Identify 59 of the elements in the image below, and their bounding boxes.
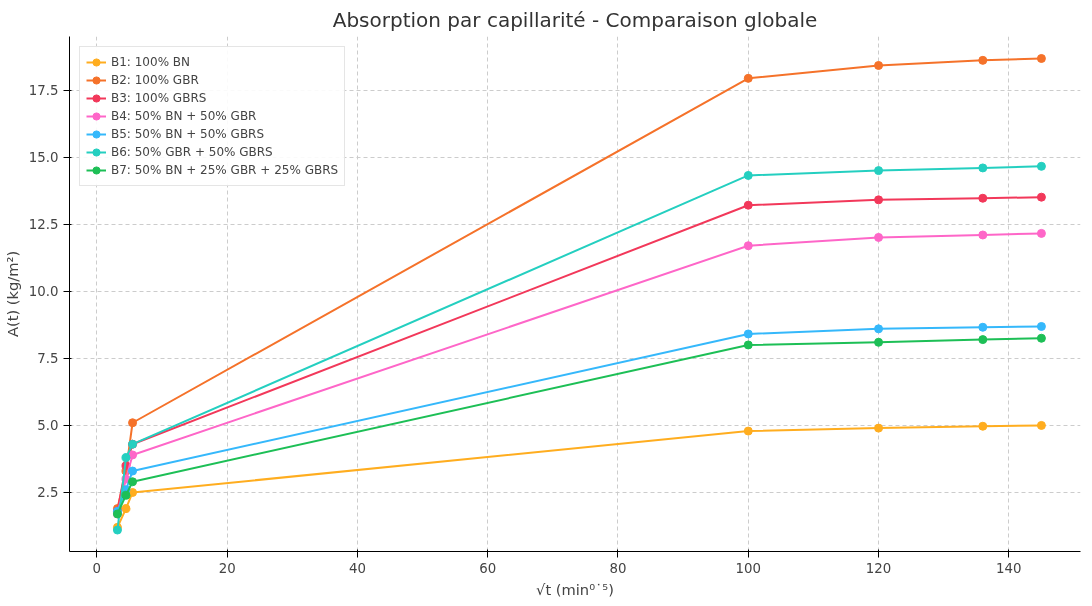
legend-label: B2: 100% GBR [111, 73, 199, 87]
y-tick-label: 2.5 [37, 485, 59, 501]
chart-title: Absorption par capillarité - Comparaison globale [332, 7, 818, 32]
point [128, 477, 138, 487]
point [978, 55, 988, 65]
legend-label: B1: 100% BN [111, 55, 191, 69]
point [874, 337, 884, 347]
point [743, 329, 753, 339]
point [1036, 54, 1046, 63]
point [743, 73, 753, 83]
x-axis-title: √t (min⁰˙⁵) [536, 580, 614, 598]
x-tick-label: 0 [92, 560, 102, 576]
point [1036, 228, 1046, 238]
point [1036, 333, 1046, 343]
point [874, 166, 884, 176]
x-tick-label: 60 [479, 560, 497, 576]
point [978, 421, 988, 431]
y-tick-label: 7.5 [37, 351, 59, 367]
x-tick-label: 100 [735, 560, 762, 576]
point [1036, 321, 1046, 331]
point [874, 195, 884, 205]
point [978, 163, 988, 173]
point [128, 418, 138, 428]
legend-label: B5: 50% BN + 50% GBRS [111, 127, 265, 141]
y-axis-title: A(t) (kg/m²) [3, 250, 21, 338]
y-tick-label: 12.5 [28, 217, 59, 233]
x-tick-label: 80 [609, 560, 627, 576]
y-tick-label: 15.0 [28, 150, 59, 166]
point [743, 241, 753, 251]
point [1036, 161, 1046, 171]
point [743, 426, 753, 436]
x-tick-label: 20 [218, 560, 236, 576]
legend-label: B6: 50% GBR + 50% GBRS [111, 145, 273, 159]
legend-label: B4: 50% BN + 50% GBR [111, 109, 257, 123]
y-tick-label: 17.5 [28, 83, 59, 99]
y-tick-label: 5.0 [37, 418, 59, 434]
point [874, 423, 884, 433]
x-tick-label: 140 [996, 560, 1022, 576]
x-tick-label: 120 [865, 560, 892, 576]
y-tick-label: 10.0 [28, 284, 59, 300]
legend-label: B7: 50% BN + 25% GBR + 25% GBRS [111, 163, 339, 177]
point [1036, 420, 1046, 430]
point [121, 504, 131, 514]
point [978, 335, 988, 345]
legend-label: B3: 100% GBRS [111, 91, 207, 105]
point [874, 324, 884, 334]
point [874, 232, 884, 242]
point [978, 322, 988, 332]
point [128, 466, 138, 476]
point [1036, 192, 1046, 202]
point [978, 193, 988, 203]
point [743, 200, 753, 210]
point [743, 170, 753, 180]
point [874, 60, 884, 70]
point [121, 453, 131, 463]
point [978, 230, 988, 240]
point [121, 490, 131, 500]
point [743, 340, 753, 350]
x-tick-label: 40 [348, 560, 366, 576]
